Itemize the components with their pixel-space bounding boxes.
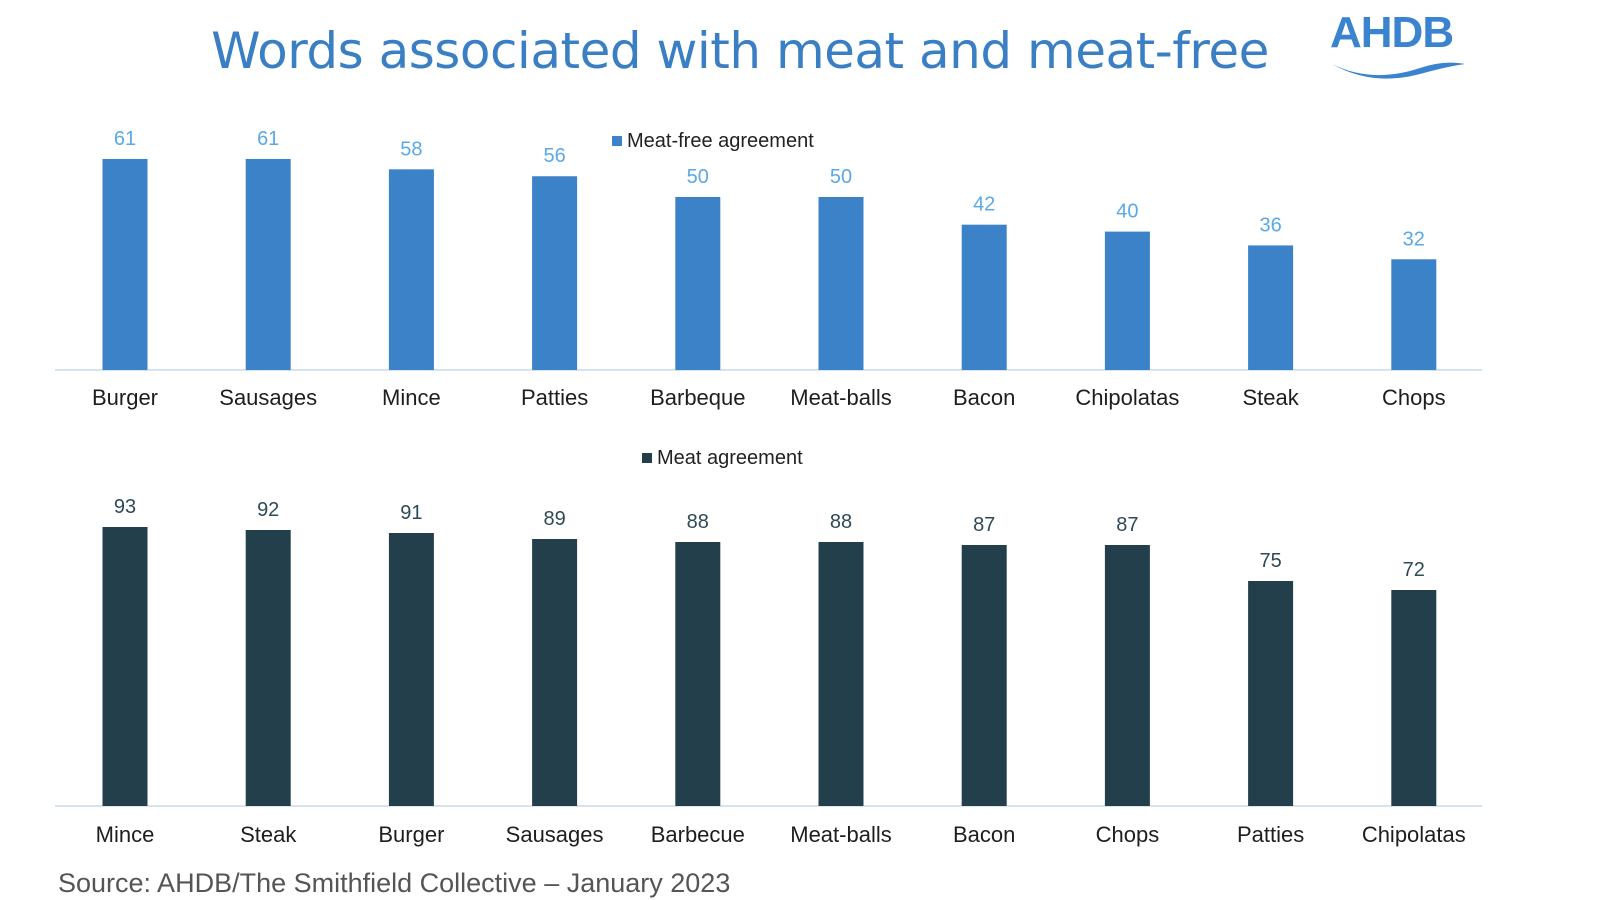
meat-category-label: Mince	[96, 822, 155, 847]
meat-free-value-label: 40	[1116, 201, 1138, 223]
meat-free-bar	[1104, 231, 1150, 370]
chart-title: Words associated with meat and meat-free	[211, 22, 1269, 80]
meat-value-label: 75	[1259, 550, 1281, 572]
meat-value-label: 93	[114, 496, 136, 518]
meat-free-category-label: Sausages	[219, 385, 317, 410]
meat-value-label: 87	[1116, 514, 1138, 536]
meat-free-bar	[102, 158, 148, 370]
meat-legend-swatch	[642, 453, 652, 463]
meat-free-bar	[818, 197, 864, 370]
meat-category-label: Chipolatas	[1362, 822, 1466, 847]
meat-category-label: Chops	[1096, 822, 1160, 847]
meat-bar	[102, 527, 148, 806]
meat-category-label: Barbecue	[651, 822, 745, 847]
meat-free-category-label: Bacon	[953, 385, 1015, 410]
meat-free-bar	[245, 158, 291, 370]
meat-free-category-label: Chipolatas	[1075, 385, 1179, 410]
meat-value-label: 88	[830, 511, 852, 533]
meat-free-value-label: 56	[543, 145, 565, 167]
meat-bar	[1248, 581, 1294, 806]
meat-free-category-label: Chops	[1382, 385, 1446, 410]
charts-area: Meat-free agreement 61 Burger 61 Sausages 58 M…	[55, 128, 1482, 847]
meat-free-bar	[961, 224, 1007, 370]
meat-free-category-label: Barbeque	[650, 385, 745, 410]
meat-category-label: Sausages	[506, 822, 604, 847]
meat-free-value-label: 32	[1403, 228, 1425, 250]
meat-category-label: Steak	[240, 822, 297, 847]
meat-value-label: 91	[400, 502, 422, 524]
meat-free-value-label: 42	[973, 194, 995, 216]
meat-free-value-label: 61	[257, 128, 279, 150]
meat-chart: Meat agreement 93 Mince 92 Steak 91 Burger 89 Sa…	[55, 447, 1482, 847]
meat-free-value-label: 50	[687, 166, 709, 188]
meat-free-category-label: Burger	[92, 385, 158, 410]
meat-category-label: Patties	[1237, 822, 1304, 847]
meat-free-category-label: Meat-balls	[790, 385, 891, 410]
meat-free-bar	[675, 197, 721, 370]
meat-category-label: Burger	[378, 822, 444, 847]
source-note: Source: AHDB/The Smithfield Collective –…	[58, 868, 731, 898]
meat-free-chart: Meat-free agreement 61 Burger 61 Sausages 58 M…	[55, 128, 1482, 410]
meat-free-bar	[1391, 259, 1437, 370]
meat-free-bar	[1248, 245, 1294, 370]
meat-bar	[675, 542, 721, 806]
meat-free-category-label: Mince	[382, 385, 441, 410]
meat-free-legend: Meat-free agreement	[612, 130, 814, 152]
meat-value-label: 72	[1403, 559, 1425, 581]
meat-value-label: 87	[973, 514, 995, 536]
meat-bar	[961, 545, 1007, 806]
meat-value-label: 88	[687, 511, 709, 533]
meat-bar	[1391, 590, 1437, 806]
meat-category-label: Bacon	[953, 822, 1015, 847]
logo-text: AHDB	[1330, 8, 1454, 57]
meat-bar	[388, 533, 434, 806]
meat-free-value-label: 58	[400, 138, 422, 160]
meat-free-bar	[388, 169, 434, 370]
meat-free-category-label: Steak	[1242, 385, 1299, 410]
meat-bar	[818, 542, 864, 806]
meat-legend-label: Meat agreement	[657, 447, 803, 469]
meat-bar	[245, 530, 291, 806]
ahdb-logo: AHDB	[1330, 8, 1470, 80]
meat-free-value-label: 61	[114, 128, 136, 150]
meat-free-legend-swatch	[612, 136, 622, 146]
meat-free-value-label: 50	[830, 166, 852, 188]
meat-free-bar	[532, 176, 578, 370]
meat-legend: Meat agreement	[642, 447, 803, 469]
meat-value-label: 92	[257, 499, 279, 521]
meat-value-label: 89	[543, 508, 565, 530]
meat-free-legend-label: Meat-free agreement	[627, 130, 814, 152]
meat-bar	[532, 539, 578, 806]
wave-icon	[1332, 62, 1465, 79]
meat-category-label: Meat-balls	[790, 822, 891, 847]
meat-bar	[1104, 545, 1150, 806]
meat-free-category-label: Patties	[521, 385, 588, 410]
meat-free-value-label: 36	[1259, 214, 1281, 236]
